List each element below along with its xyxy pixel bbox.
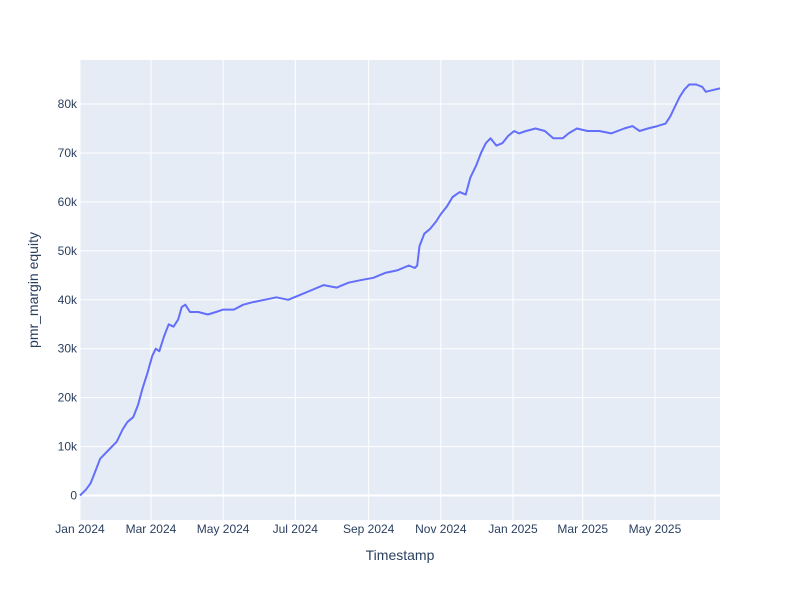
y-gridlines	[80, 103, 720, 497]
y-tick-label: 10k	[58, 440, 78, 454]
x-axis-title: Timestamp	[366, 547, 435, 563]
y-tick-label: 50k	[58, 244, 78, 258]
x-gridlines	[79, 60, 656, 520]
y-tick-label: 30k	[58, 342, 78, 356]
x-tick-label: Mar 2025	[557, 522, 608, 536]
x-tick-label: Mar 2024	[126, 522, 177, 536]
y-tick-labels: 0 10k 20k 30k 40k 50k 60k 70k 80k	[58, 97, 78, 502]
plot-background	[80, 60, 720, 520]
y-tick-label: 60k	[58, 195, 78, 209]
x-tick-label: Jan 2025	[488, 522, 538, 536]
y-tick-label: 40k	[58, 293, 78, 307]
x-tick-labels: Jan 2024 Mar 2024 May 2024 Jul 2024 Sep 2024…	[55, 522, 681, 536]
y-axis-title: pmr_margin equity	[25, 232, 41, 348]
x-tick-label: Jul 2024	[273, 522, 319, 536]
x-tick-label: May 2024	[197, 522, 250, 536]
y-tick-label: 80k	[58, 97, 78, 111]
x-tick-label: May 2025	[629, 522, 682, 536]
x-tick-label: Jan 2024	[55, 522, 105, 536]
y-tick-label: 0	[70, 489, 77, 503]
series-line	[79, 83, 721, 497]
x-tick-label: Nov 2024	[415, 522, 467, 536]
y-tick-label: 70k	[58, 146, 78, 160]
y-tick-label: 20k	[58, 391, 78, 405]
x-tick-label: Sep 2024	[343, 522, 395, 536]
